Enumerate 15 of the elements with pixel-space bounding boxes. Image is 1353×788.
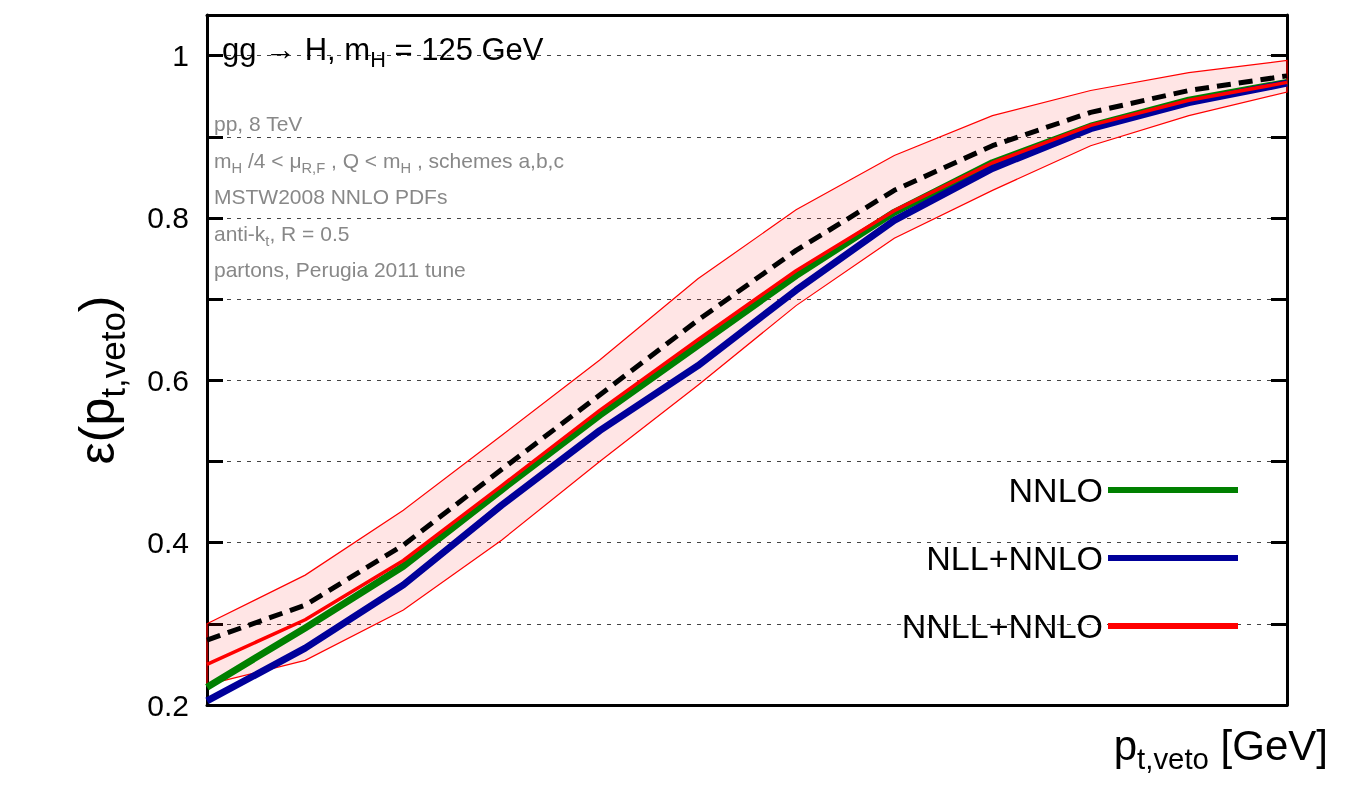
x-axis-title: p$_{t,veto}$ [GeV] <box>1113 722 1328 777</box>
annotation: m$_{H}$ /4 < μ$_{R,F}$ , Q < m$_{H}$ , schemes a,b,c <box>214 148 564 176</box>
y-tick-label: 0.8 <box>147 201 189 235</box>
y-tick-label: 0.2 <box>147 688 189 722</box>
y-tick-label: 0.4 <box>147 526 189 560</box>
legend-label: NLL+NNLO <box>926 539 1103 577</box>
annotation: partons, Perugia 2011 tune <box>214 258 466 282</box>
legend-label: NNLO <box>1008 471 1103 509</box>
annotation: MSTW2008 NNLO PDFs <box>214 185 448 209</box>
y-tick-label: 0.6 <box>147 363 189 397</box>
annotation: gg → H, m$_{H}$ = 125 GeV <box>222 32 544 74</box>
annotation: anti-k$_{t}$, R = 0.5 <box>214 221 350 249</box>
annotation: pp, 8 TeV <box>214 112 303 136</box>
legend-label: NNLL+NNLO <box>901 607 1103 645</box>
y-tick-label: 1 <box>172 39 189 73</box>
